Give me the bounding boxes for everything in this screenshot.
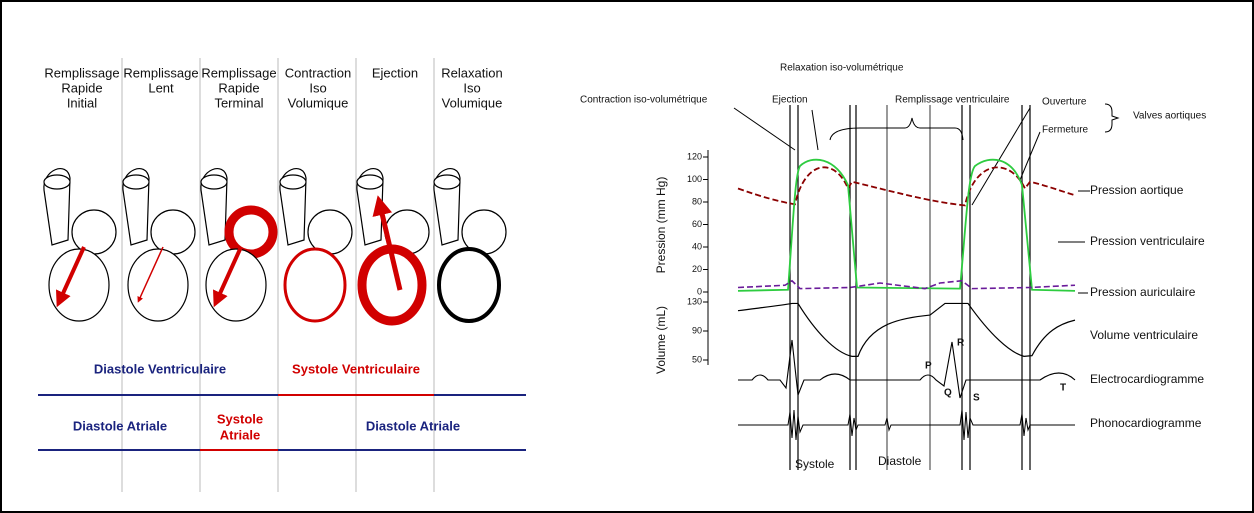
label: 40 — [692, 241, 702, 251]
pointer — [811, 109, 819, 151]
atrial-pressure — [737, 279, 1076, 290]
label: Remplissage — [123, 65, 198, 80]
label: Pression aortique — [1090, 183, 1184, 197]
ventricular-pressure — [737, 158, 1076, 292]
label: Ejection — [372, 65, 418, 80]
label: S — [973, 393, 980, 404]
flow-arrow — [372, 195, 403, 291]
label: Iso — [309, 80, 326, 95]
atrium — [150, 209, 196, 255]
label: Diastole Ventriculaire — [94, 361, 226, 376]
vessel-top — [43, 174, 71, 190]
label: Lent — [148, 80, 174, 95]
brace — [829, 117, 964, 141]
label: Electrocardiogramme — [1090, 372, 1204, 386]
label: Remplissage ventriculaire — [895, 95, 1010, 106]
label: Ejection — [772, 95, 808, 106]
label: Initial — [67, 95, 97, 110]
atrium — [307, 209, 353, 255]
label: 20 — [692, 264, 702, 274]
label: T — [1060, 383, 1066, 394]
label: Pression (mm Hg) — [654, 177, 668, 274]
label: Valves aortiques — [1133, 111, 1206, 122]
brace — [1104, 103, 1120, 133]
label: Volumique — [442, 95, 503, 110]
label: Fermeture — [1042, 125, 1089, 136]
flow-arrow — [213, 246, 243, 308]
label: Remplissage — [44, 65, 119, 80]
label: Pression ventriculaire — [1090, 234, 1205, 248]
label: Diastole Atriale — [73, 418, 167, 433]
label: 120 — [687, 151, 702, 161]
label: Diastole Atriale — [366, 418, 460, 433]
label: 80 — [692, 196, 702, 206]
ventricular-volume — [737, 302, 1076, 357]
heart — [356, 168, 430, 326]
label: Atriale — [220, 427, 260, 442]
label: Relaxation — [441, 65, 502, 80]
vessel-top — [433, 174, 461, 190]
label: Ouverture — [1042, 97, 1087, 108]
heart — [279, 168, 353, 323]
label: 50 — [692, 354, 702, 364]
vessel-top — [279, 174, 307, 190]
ecg — [738, 339, 1076, 399]
heart — [43, 168, 117, 322]
atrium — [71, 209, 117, 255]
label: Relaxation iso-volumétrique — [780, 63, 904, 74]
label: Phonocardiogramme — [1090, 416, 1202, 430]
ventricle — [283, 247, 347, 323]
label: R — [957, 338, 965, 349]
label: Systole — [795, 457, 835, 471]
label: Pression auriculaire — [1090, 285, 1196, 299]
layout — [38, 58, 1120, 492]
pointer — [971, 107, 1031, 206]
label: P — [925, 361, 932, 372]
pointer — [733, 107, 796, 151]
label: Contraction — [285, 65, 351, 80]
heart — [200, 168, 278, 322]
vessel-top — [122, 174, 150, 190]
label: Rapide — [218, 80, 259, 95]
label: 90 — [692, 325, 702, 335]
ventricle — [437, 247, 501, 323]
label: Terminal — [214, 95, 263, 110]
label: 100 — [687, 174, 702, 184]
label: 130 — [687, 296, 702, 306]
vessel-top — [356, 174, 384, 190]
label: Volume ventriculaire — [1090, 328, 1198, 342]
label: Q — [944, 388, 952, 399]
label: Systole — [217, 411, 263, 426]
ventricle — [127, 248, 189, 322]
heart — [433, 168, 507, 323]
heart — [122, 168, 196, 322]
label: Contraction iso-volumétrique — [580, 95, 708, 106]
label: 60 — [692, 219, 702, 229]
atrium — [224, 205, 278, 259]
label: Rapide — [61, 80, 102, 95]
label: 0 — [697, 286, 702, 296]
label: Diastole — [878, 454, 922, 468]
vessel-top — [200, 174, 228, 190]
label: Remplissage — [201, 65, 276, 80]
flow-arrow — [137, 246, 164, 303]
flow-arrow — [56, 246, 86, 308]
label: Systole Ventriculaire — [292, 361, 420, 376]
phonocardiogram — [738, 409, 1075, 441]
label: Iso — [463, 80, 480, 95]
label: Volume (mL) — [654, 306, 668, 374]
label: Volumique — [288, 95, 349, 110]
